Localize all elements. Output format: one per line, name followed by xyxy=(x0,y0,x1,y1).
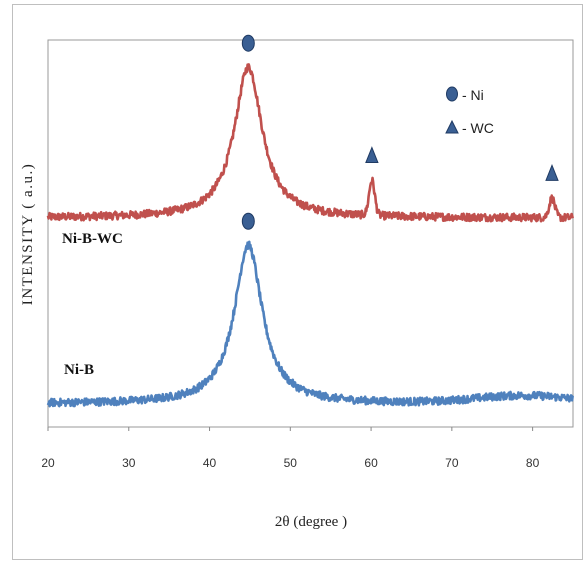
series-lines xyxy=(46,63,574,408)
legend-label-wc: - WC xyxy=(462,120,494,136)
series-label-ni-b: Ni-B xyxy=(64,362,94,378)
legend-label-ni: - Ni xyxy=(462,87,484,103)
ni-peak-circle-icon xyxy=(241,212,255,230)
figure-frame xyxy=(12,4,583,560)
wc-peak-triangle-icon xyxy=(545,163,559,181)
ni-peak-circle-icon xyxy=(241,34,255,52)
x-tick-label: 60 xyxy=(364,456,378,470)
x-tick-label: 30 xyxy=(122,456,136,470)
wc-peak-triangle-icon xyxy=(365,146,379,164)
series-line-ni-b xyxy=(46,240,574,408)
x-tick-label: 40 xyxy=(203,456,217,470)
x-tick-label: 20 xyxy=(41,456,55,470)
x-axis-ticks: 20 30 40 50 60 70 80 xyxy=(41,427,540,470)
peak-markers xyxy=(241,34,559,230)
legend-circle-icon xyxy=(446,86,458,102)
series-line-ni-b-wc xyxy=(46,63,574,223)
x-axis-title: 2θ (degree ) xyxy=(275,514,347,530)
x-tick-label: 50 xyxy=(284,456,298,470)
y-axis-title: INTENSITY ( a.u.) xyxy=(20,163,36,305)
x-tick-label: 70 xyxy=(445,456,459,470)
plot-area xyxy=(47,39,574,428)
x-tick-label: 80 xyxy=(526,456,540,470)
legend-triangle-icon xyxy=(445,119,459,134)
series-label-ni-b-wc: Ni-B-WC xyxy=(62,231,123,247)
legend: - Ni - WC xyxy=(445,86,494,136)
